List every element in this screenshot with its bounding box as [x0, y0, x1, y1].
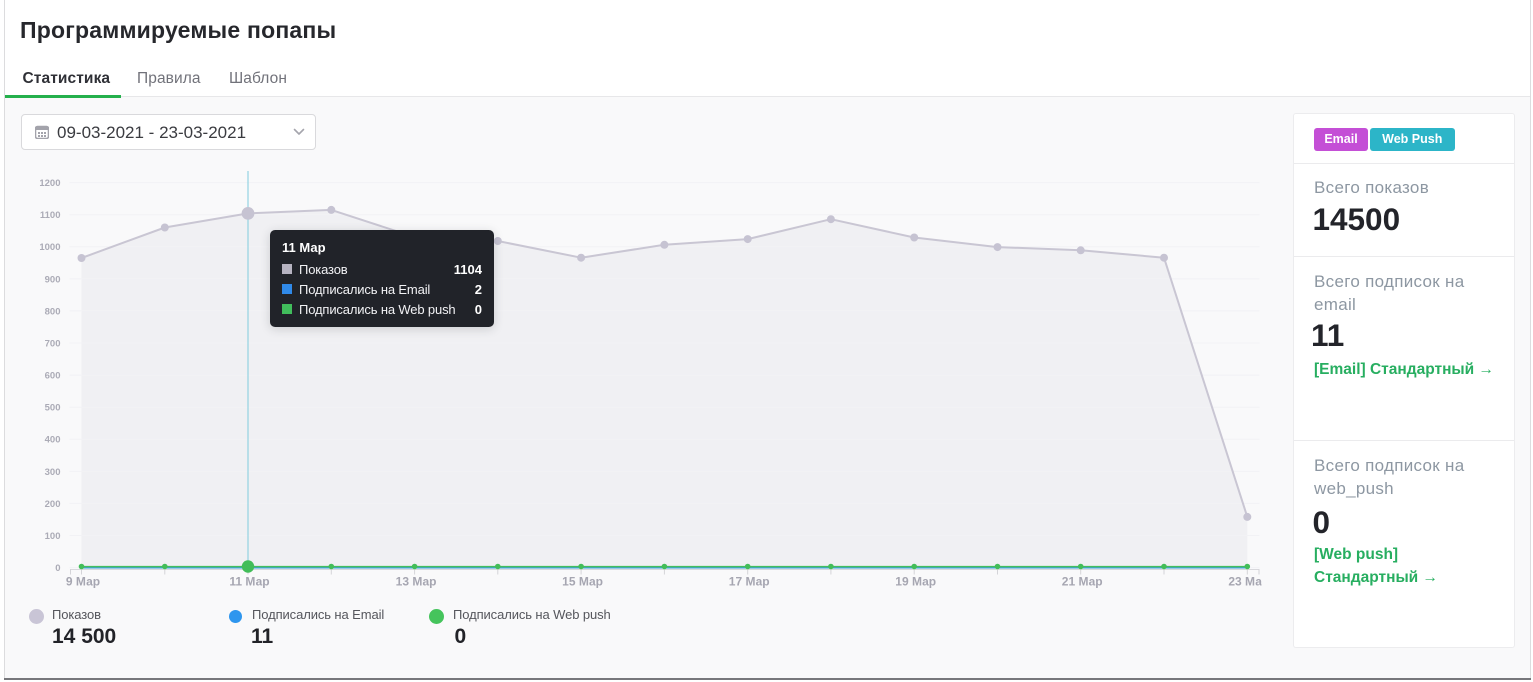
svg-text:13 Мар: 13 Мар [396, 575, 437, 589]
svg-text:100: 100 [45, 531, 61, 542]
svg-text:1100: 1100 [40, 210, 61, 221]
svg-text:9 Мар: 9 Мар [66, 575, 100, 589]
svg-text:800: 800 [45, 306, 61, 317]
svg-text:17 Мар: 17 Мар [729, 575, 770, 589]
svg-text:600: 600 [45, 371, 61, 382]
svg-text:400: 400 [45, 435, 61, 446]
svg-text:1000: 1000 [39, 242, 60, 253]
svg-text:21 Мар: 21 Мар [1062, 575, 1103, 589]
svg-text:200: 200 [45, 499, 61, 510]
svg-text:1200: 1200 [39, 178, 60, 189]
svg-text:19 Мар: 19 Мар [895, 575, 936, 589]
svg-text:0: 0 [55, 563, 60, 574]
svg-text:700: 700 [45, 338, 61, 349]
svg-text:15 Мар: 15 Мар [562, 575, 603, 589]
svg-text:300: 300 [45, 467, 61, 478]
svg-text:500: 500 [45, 403, 61, 414]
svg-text:900: 900 [45, 274, 61, 285]
svg-text:11 Мар: 11 Мар [229, 575, 269, 589]
svg-text:23 Мар: 23 Мар [1228, 575, 1269, 589]
